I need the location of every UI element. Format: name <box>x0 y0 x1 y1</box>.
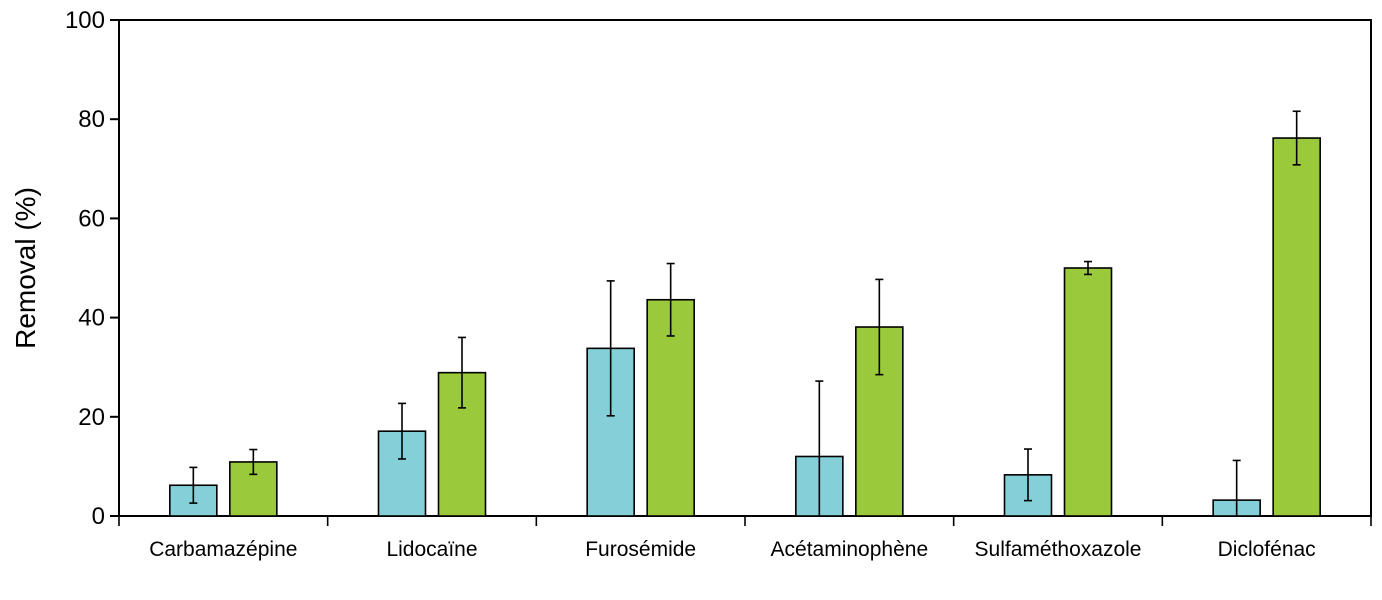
x-category-label: Diclofénac <box>1218 538 1316 561</box>
bar <box>1272 137 1321 517</box>
x-category-label: Acétaminophène <box>771 538 929 561</box>
x-category-label: Furosémide <box>585 538 696 561</box>
plot-area: 0 20 40 60 80 100 Carbamazépine Lidocaïne Furosé… <box>65 7 1372 561</box>
bar <box>1063 267 1113 517</box>
y-tick-label: 100 <box>65 7 105 34</box>
y-axis-title: Removal (%) <box>10 187 41 349</box>
x-category-label: Carbamazépine <box>149 538 297 561</box>
y-tick-label: 60 <box>78 205 105 232</box>
plot-frame <box>118 19 1372 517</box>
y-tick-label: 0 <box>92 503 105 530</box>
y-tick-label: 40 <box>78 305 105 332</box>
x-category-label: Lidocaïne <box>386 538 477 561</box>
y-tick-label: 20 <box>78 404 105 431</box>
x-category-label: Sulfaméthoxazole <box>975 538 1142 561</box>
y-tick-label: 80 <box>78 106 105 133</box>
